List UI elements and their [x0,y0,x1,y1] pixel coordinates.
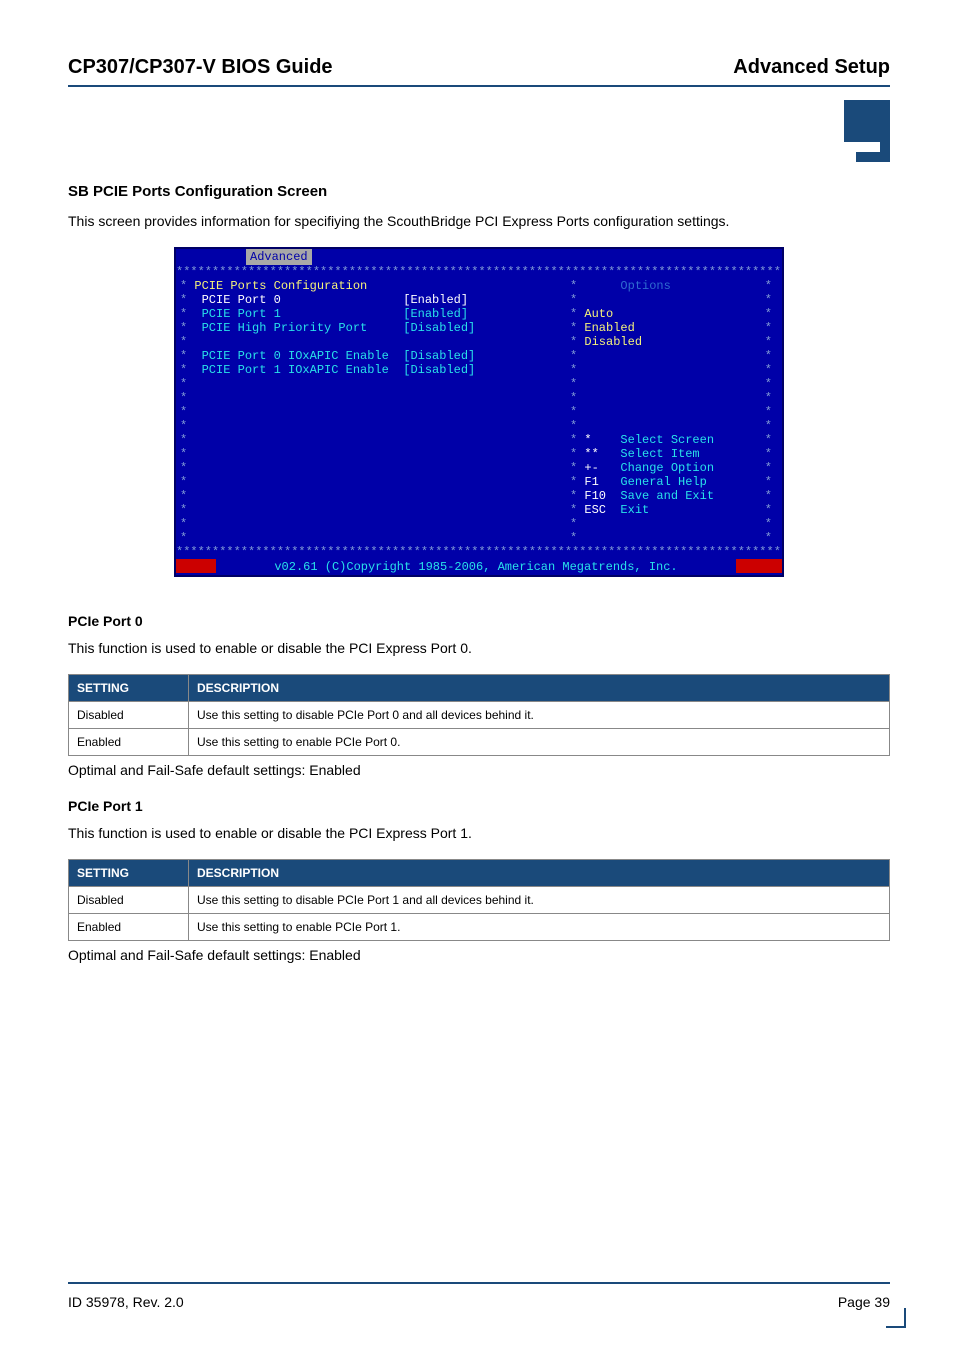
corner-mark [886,1308,906,1328]
section-paragraph: This screen provides information for spe… [68,212,890,231]
bios-row: * * Disabled* [176,335,782,349]
footer-rule [68,1282,890,1284]
table-cell: Use this setting to enable PCIe Port 1. [189,913,890,940]
bios-border-top: ****************************************… [176,265,782,279]
bios-row: ** ESC Exit* [176,503,782,517]
bios-row: *** [176,531,782,545]
bios-footer-red-right [736,559,782,573]
bios-footer-red-left [176,559,216,573]
pcie0-title: PCIe Port 0 [68,613,890,629]
pcie1-table: SETTINGDESCRIPTION DisabledUse this sett… [68,859,890,941]
table-cell: Use this setting to disable PCIe Port 0 … [189,701,890,728]
bios-row: ** F1 General Help* [176,475,782,489]
table-cell: Enabled [69,913,189,940]
pcie1-default: Optimal and Fail-Safe default settings: … [68,947,890,963]
table-cell: Disabled [69,701,189,728]
pcie0-table: SETTINGDESCRIPTION DisabledUse this sett… [68,674,890,756]
table-cell: Disabled [69,886,189,913]
bios-row: ** +- Change Option* [176,461,782,475]
bios-border-bottom: ****************************************… [176,545,782,559]
brand-logo [820,100,890,162]
footer-right: Page 39 [838,1294,890,1310]
bios-row: ** F10 Save and Exit* [176,489,782,503]
bios-footer: v02.61 (C)Copyright 1985-2006, American … [216,559,736,575]
bios-row: * PCIE Port 1 [Enabled]* Auto* [176,307,782,321]
th-setting: SETTING [69,674,189,701]
table-cell: Use this setting to enable PCIe Port 0. [189,728,890,755]
pcie0-default: Optimal and Fail-Safe default settings: … [68,762,890,778]
pcie1-para: This function is used to enable or disab… [68,824,890,843]
pcie1-title: PCIe Port 1 [68,798,890,814]
bios-row: *** [176,391,782,405]
footer-left: ID 35978, Rev. 2.0 [68,1294,184,1310]
section-title: SB PCIE Ports Configuration Screen [68,183,890,200]
bios-row: ** ** Select Item* [176,447,782,461]
bios-row: * PCIE Port 0 IOxAPIC Enable [Disabled]*… [176,349,782,363]
header-left: CP307/CP307-V BIOS Guide [68,56,333,79]
table-cell: Use this setting to disable PCIe Port 1 … [189,886,890,913]
bios-row: ** * Select Screen* [176,433,782,447]
bios-row: *** [176,377,782,391]
bios-row: *** [176,419,782,433]
table-cell: Enabled [69,728,189,755]
bios-tab-advanced: Advanced [246,249,312,265]
pcie0-para: This function is used to enable or disab… [68,639,890,658]
bios-row: *** [176,517,782,531]
th-description: DESCRIPTION [189,674,890,701]
th-setting: SETTING [69,859,189,886]
bios-row: * PCIE Port 1 IOxAPIC Enable [Disabled]*… [176,363,782,377]
bios-row: * PCIE Port 0 [Enabled]** [176,293,782,307]
bios-row: * PCIE Ports Configuration* Options* [176,279,782,293]
header-right: Advanced Setup [733,56,890,79]
bios-row: * PCIE High Priority Port [Disabled]* En… [176,321,782,335]
th-description: DESCRIPTION [189,859,890,886]
bios-row: *** [176,405,782,419]
header-rule [68,85,890,87]
bios-screenshot: Advanced *******************************… [174,247,784,577]
